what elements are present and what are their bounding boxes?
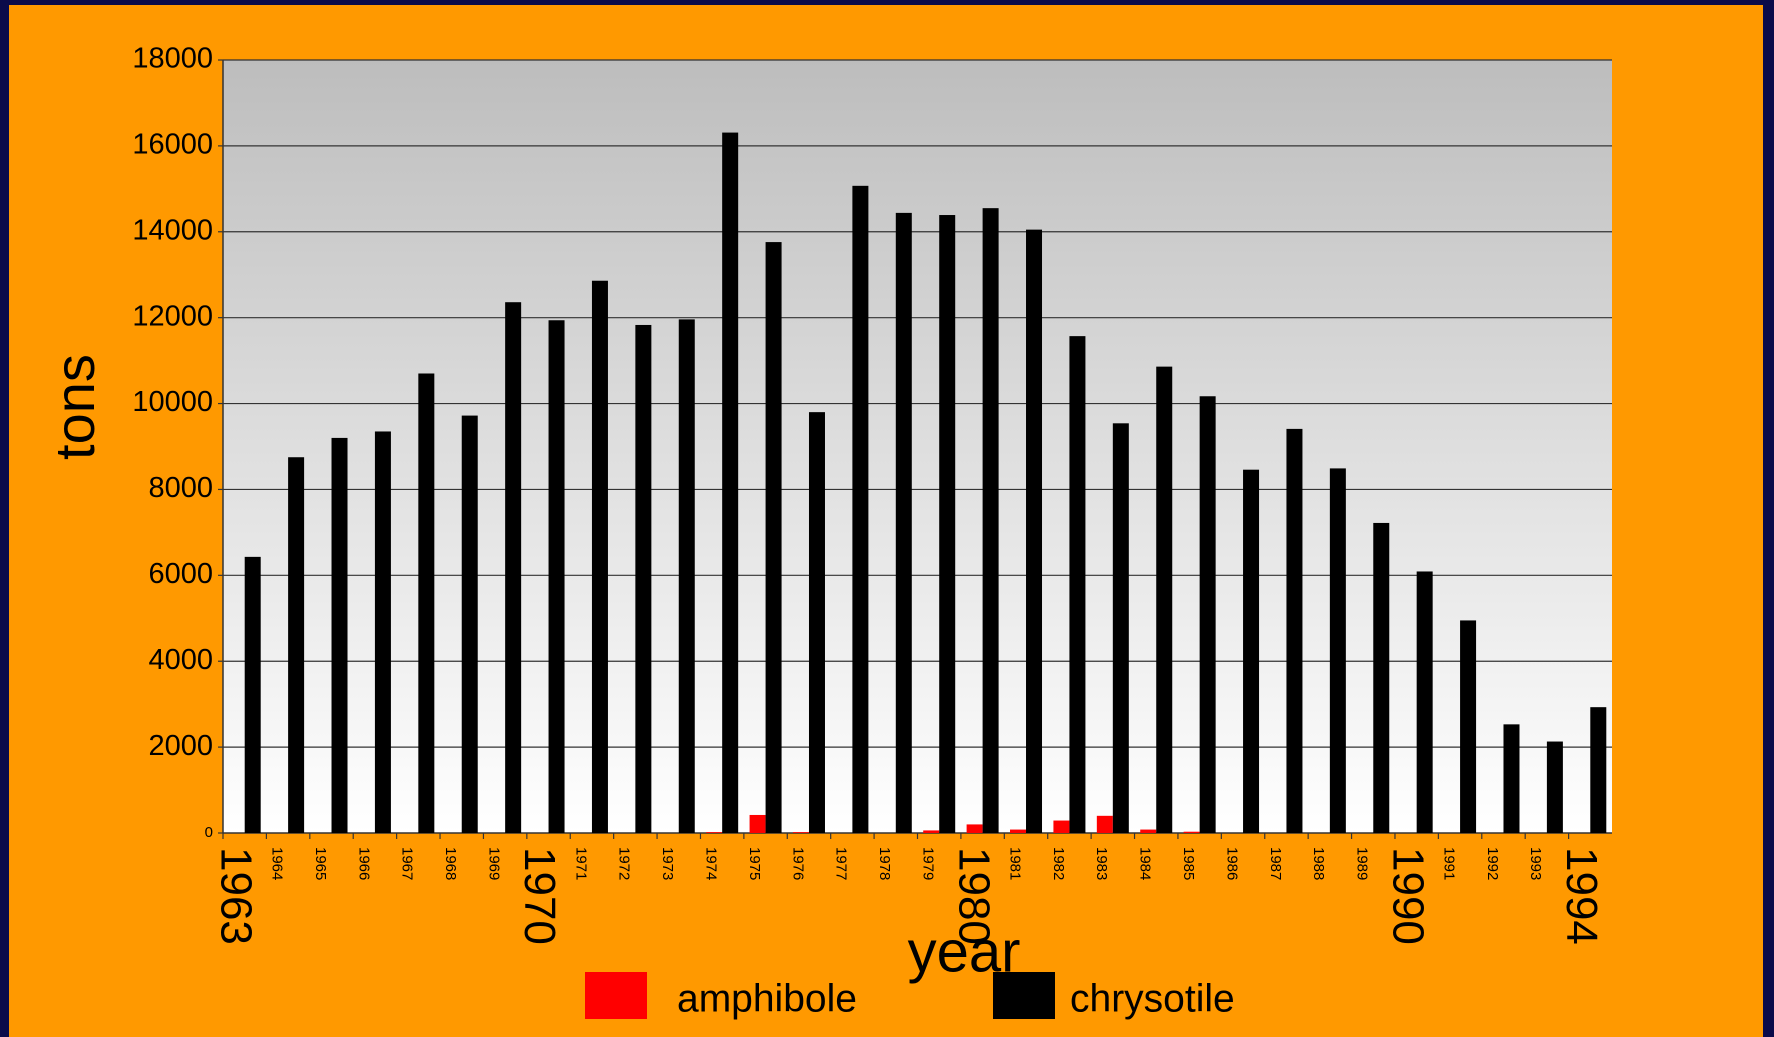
bar (808, 412, 825, 833)
y-axis-title: tons (43, 354, 106, 460)
bar (374, 431, 391, 833)
bar (765, 242, 782, 833)
bar (1183, 831, 1200, 833)
x-tick-label: 1994 (1557, 847, 1606, 945)
bar (1026, 229, 1043, 833)
bar (895, 212, 912, 834)
x-tick-label: 1985 (1180, 847, 1197, 880)
x-tick-label: 1975 (746, 847, 763, 880)
x-tick-label: 1983 (1093, 847, 1110, 880)
x-tick-label: 1988 (1310, 847, 1327, 880)
bar (982, 208, 999, 834)
x-tick-label: 1984 (1137, 847, 1154, 880)
bar (792, 832, 809, 833)
bar (288, 457, 305, 833)
legend-label: chrysotile (1070, 977, 1235, 1020)
bar (1286, 428, 1303, 833)
y-tick-label: 14000 (132, 214, 213, 246)
legend-swatch (993, 972, 1055, 1019)
x-tick-label: 1973 (659, 847, 676, 880)
legend-swatch (585, 972, 647, 1019)
bar (923, 830, 940, 833)
y-tick-label: 10000 (132, 386, 213, 418)
x-tick-label: 1979 (920, 847, 937, 880)
x-tick-label: 1965 (312, 847, 329, 880)
y-tick-label: 18000 (132, 43, 213, 75)
bar (418, 373, 435, 833)
x-tick-label: 1968 (442, 847, 459, 880)
bar (1112, 423, 1129, 833)
x-tick-label: 1978 (876, 847, 893, 880)
y-tick-label: 2000 (148, 730, 213, 762)
x-tick-label: 1986 (1223, 847, 1240, 880)
x-tick-label: 1992 (1484, 847, 1501, 880)
y-tick-label: 12000 (132, 300, 213, 332)
x-tick-label: 1977 (833, 847, 850, 880)
y-tick-label: 8000 (148, 472, 213, 504)
bar (1069, 336, 1086, 833)
x-tick-label: 1990 (1383, 847, 1432, 945)
x-tick-label: 1963 (211, 847, 260, 945)
bar (1010, 829, 1027, 833)
bar (706, 832, 723, 833)
bar (1373, 522, 1390, 833)
bar (852, 185, 869, 834)
bar (244, 556, 261, 833)
x-tick-label: 1980 (949, 847, 998, 945)
y-tick-label: 0 (205, 824, 213, 841)
bar (1546, 741, 1563, 833)
x-tick-label: 1981 (1006, 847, 1023, 880)
bar (939, 215, 956, 834)
bar (749, 814, 766, 833)
bar (966, 824, 983, 833)
bar (1416, 571, 1433, 833)
x-tick-label: 1974 (703, 847, 720, 880)
bar (1156, 366, 1173, 833)
x-tick-label: 1966 (355, 847, 372, 880)
bar (505, 302, 522, 833)
x-tick-label: 1993 (1527, 847, 1544, 880)
bar (1243, 469, 1260, 833)
bar (1460, 620, 1477, 833)
x-tick-label: 1991 (1440, 847, 1457, 880)
y-tick-label: 6000 (148, 558, 213, 590)
bar (1096, 815, 1113, 833)
bar (1053, 820, 1070, 833)
y-tick-label: 16000 (132, 129, 213, 161)
bar (722, 132, 739, 833)
x-tick-label: 1982 (1050, 847, 1067, 880)
bar (678, 319, 695, 834)
x-tick-label: 1970 (515, 847, 564, 945)
x-tick-label: 1987 (1267, 847, 1284, 880)
x-tick-label: 1967 (399, 847, 416, 880)
x-tick-label: 1976 (789, 847, 806, 880)
x-tick-label: 1969 (485, 847, 502, 880)
bar (1503, 724, 1520, 833)
legend-label: amphibole (677, 977, 857, 1020)
x-tick-label: 1971 (572, 847, 589, 880)
bar (1199, 396, 1216, 833)
y-tick-label: 4000 (148, 644, 213, 676)
bar (548, 320, 565, 833)
bar (1140, 829, 1157, 833)
bar (1329, 468, 1346, 833)
x-tick-label: 1972 (616, 847, 633, 880)
x-tick-label: 1989 (1354, 847, 1371, 880)
bar (635, 324, 652, 833)
bar (1590, 707, 1607, 833)
x-tick-label: 1964 (268, 847, 285, 880)
bar (461, 415, 478, 833)
bar (331, 437, 348, 833)
bar (591, 280, 608, 833)
